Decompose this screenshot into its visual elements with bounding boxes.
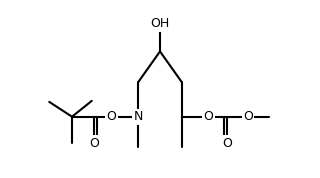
Text: O: O <box>243 110 253 123</box>
Text: O: O <box>222 137 232 150</box>
Text: O: O <box>204 110 213 123</box>
Text: OH: OH <box>150 17 170 30</box>
Text: O: O <box>89 137 99 150</box>
Text: O: O <box>107 110 116 123</box>
Text: N: N <box>133 110 143 123</box>
